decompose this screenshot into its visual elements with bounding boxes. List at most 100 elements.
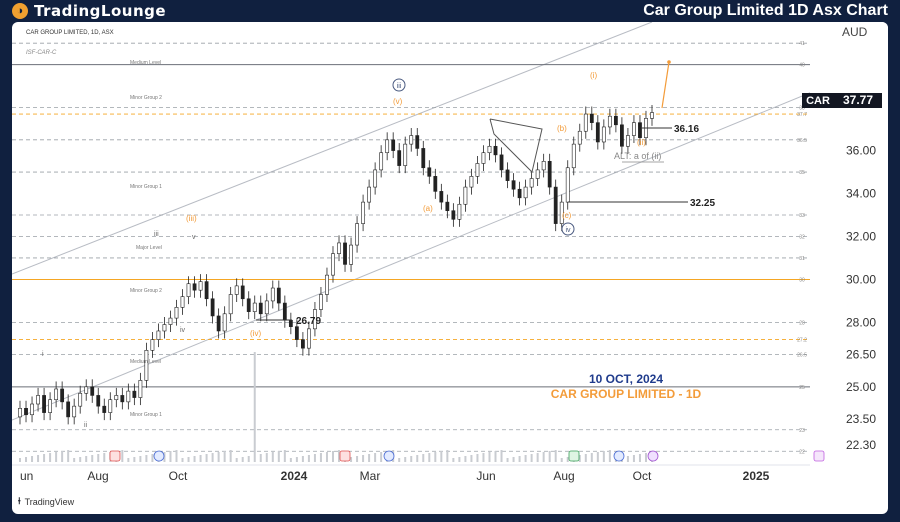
volume-bar — [644, 453, 647, 462]
candle-body — [72, 405, 77, 418]
dividend-marker[interactable] — [613, 450, 625, 462]
volume-bar — [482, 453, 485, 462]
volume-bar — [283, 450, 286, 462]
wave-v: v — [192, 234, 196, 241]
candle-body — [234, 285, 239, 295]
volume-bar — [247, 456, 250, 462]
level-label-0: Medium Level — [130, 60, 161, 66]
earnings-marker[interactable] — [339, 450, 351, 462]
candle-body — [397, 150, 402, 166]
volume-bar — [151, 454, 154, 462]
candle-body — [307, 328, 311, 349]
volume-bar — [554, 450, 557, 462]
candle-body — [108, 399, 113, 413]
candle-body — [246, 298, 251, 312]
x-tick-label: 2024 — [281, 469, 308, 483]
volume-bar — [271, 452, 274, 462]
candle-body — [589, 113, 594, 123]
candle-body — [607, 115, 612, 128]
level-label-1: Minor Group 2 — [130, 95, 162, 101]
volume-bar — [31, 456, 34, 462]
y-tick-label: 22.30 — [846, 438, 876, 452]
axis-level-label: 37.7 — [797, 112, 807, 118]
earnings-marker[interactable] — [109, 450, 121, 462]
wave-ii: ii — [84, 422, 88, 429]
volume-bar — [229, 450, 232, 462]
volume-bar — [566, 457, 569, 462]
level-label-3: Major Level — [136, 245, 162, 251]
volume-bar — [434, 452, 437, 462]
candle-body — [529, 178, 534, 188]
candle-body — [355, 223, 359, 246]
wave-circled-iii-ring — [392, 78, 406, 92]
date-label: 10 OCT, 2024 — [589, 372, 663, 386]
volume-bar — [410, 456, 413, 462]
volume-bar — [464, 456, 467, 462]
volume-bar — [325, 452, 328, 462]
split-marker[interactable] — [647, 450, 659, 462]
candle-body — [373, 169, 378, 188]
candle-body — [571, 143, 576, 169]
candle-body — [421, 148, 426, 169]
candle-body — [276, 287, 281, 304]
candle-body — [583, 113, 588, 132]
volume-bar — [584, 454, 587, 462]
volume-bar — [223, 451, 226, 462]
volume-bar — [307, 455, 310, 462]
volume-bar — [253, 352, 256, 462]
axis-level-label: 33 — [799, 213, 805, 219]
dividend-marker[interactable] — [153, 450, 165, 462]
chart-svg[interactable]: CAR GROUP LIMITED, 1D, ASX ISF-CAR-C 36.… — [12, 22, 888, 514]
candle-body — [343, 242, 347, 265]
volume-bar — [319, 453, 322, 462]
volume-bar — [596, 452, 599, 462]
candle-body — [499, 154, 504, 171]
volume-bar — [169, 451, 172, 462]
volume-bar — [638, 454, 641, 462]
y-tick-label: 36.00 — [846, 144, 876, 158]
volume-bar — [331, 451, 334, 462]
candle-body — [120, 395, 125, 403]
axis-level-label: 41 — [799, 41, 805, 47]
volume-bar — [398, 458, 401, 462]
candle-body — [511, 180, 516, 190]
volume-bar — [338, 450, 341, 462]
candle-body — [186, 283, 191, 297]
candle-body — [415, 135, 420, 149]
candle-body — [300, 339, 305, 349]
y-tick-label: 34.00 — [846, 187, 876, 201]
volume-bar — [211, 453, 214, 462]
candle-body — [487, 145, 492, 154]
price-label-32-25: 32.25 — [690, 198, 715, 209]
candle-body — [48, 399, 52, 413]
earnings-marker[interactable] — [568, 450, 580, 462]
candle-body — [559, 201, 564, 224]
volume-bar — [235, 458, 238, 462]
candle-body — [475, 163, 480, 177]
volume-bar — [422, 454, 425, 462]
wave-paren-iii: (iii) — [186, 214, 197, 223]
wave-paren-v: (v) — [393, 97, 403, 106]
candle-body — [445, 201, 450, 212]
axis-level-label: 28 — [799, 320, 805, 326]
candle-body — [30, 403, 34, 416]
alt-label: ALT: a of (ii) — [614, 151, 661, 161]
volume-bar — [19, 458, 21, 462]
tradingview-icon: ⟊ — [18, 496, 21, 507]
time-axis[interactable]: un Aug Oct 2024 Mar Jun Aug Oct 2025 — [20, 469, 770, 483]
volume-bar — [79, 457, 82, 462]
volume-bar — [476, 454, 479, 462]
volume-bar — [536, 453, 539, 462]
candle-body — [349, 244, 353, 265]
volume-bar — [626, 456, 629, 462]
volume-bar — [187, 457, 190, 462]
earnings-marker[interactable] — [813, 450, 825, 462]
candle-body — [102, 405, 107, 413]
dividend-marker[interactable] — [383, 450, 395, 462]
candle-body — [138, 380, 143, 398]
candle-body — [96, 395, 101, 407]
brand-icon: ◑ — [12, 3, 28, 19]
candle-body — [547, 161, 552, 188]
candle-body — [439, 191, 444, 203]
candle-body — [620, 124, 624, 147]
